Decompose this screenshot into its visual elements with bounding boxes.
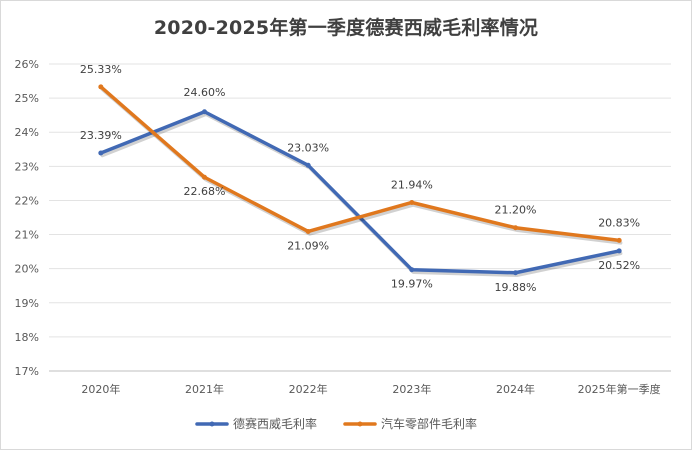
data-point — [202, 174, 207, 180]
data-point — [98, 150, 104, 156]
y-tick-label: 20% — [15, 263, 39, 276]
data-point — [513, 270, 518, 276]
data-label: 20.52% — [598, 259, 640, 272]
series-line-shadow — [100, 112, 623, 278]
data-label: 19.97% — [391, 278, 433, 291]
data-point — [202, 109, 207, 115]
y-tick-label: 24% — [15, 126, 39, 139]
y-tick-label: 26% — [15, 58, 39, 71]
data-label: 23.39% — [80, 129, 122, 142]
data-label: 20.83% — [598, 216, 640, 229]
data-point — [513, 225, 518, 231]
series-line — [99, 110, 621, 275]
x-tick-label: 2020年 — [81, 382, 120, 396]
y-tick-label: 17% — [15, 365, 39, 378]
data-point — [616, 237, 622, 243]
data-label: 21.20% — [495, 204, 537, 217]
data-label: 21.09% — [287, 239, 329, 252]
series-line — [99, 85, 621, 243]
x-tick-label: 2024年 — [496, 382, 535, 396]
chart-title: 2020-2025年第一季度德赛西威毛利率情况 — [153, 17, 539, 39]
x-tick-label: 2022年 — [289, 382, 328, 396]
data-label: 22.68% — [184, 185, 226, 198]
data-label: 19.88% — [495, 281, 537, 294]
legend-marker — [209, 421, 215, 427]
legend-label: 汽车零部件毛利率 — [381, 416, 477, 431]
y-tick-label: 22% — [15, 194, 39, 207]
data-point — [409, 267, 415, 273]
y-tick-label: 18% — [15, 331, 39, 344]
x-tick-label: 2025年第一季度 — [578, 382, 661, 396]
legend-label: 德赛西威毛利率 — [233, 416, 317, 431]
y-tick-label: 19% — [15, 297, 39, 310]
data-label: 24.60% — [184, 86, 226, 99]
y-tick-label: 23% — [15, 160, 39, 173]
y-tick-label: 21% — [15, 229, 39, 242]
x-tick-label: 2023年 — [392, 382, 431, 396]
y-tick-label: 25% — [15, 92, 39, 105]
x-tick-label: 2021年 — [185, 382, 224, 396]
data-label: 23.03% — [287, 141, 329, 154]
legend-marker — [357, 421, 363, 427]
data-point — [305, 228, 311, 234]
data-point — [305, 162, 311, 168]
data-label: 25.33% — [80, 63, 122, 76]
data-point — [616, 248, 622, 254]
data-point — [409, 199, 415, 205]
data-point — [98, 84, 104, 90]
data-label: 21.94% — [391, 178, 433, 191]
